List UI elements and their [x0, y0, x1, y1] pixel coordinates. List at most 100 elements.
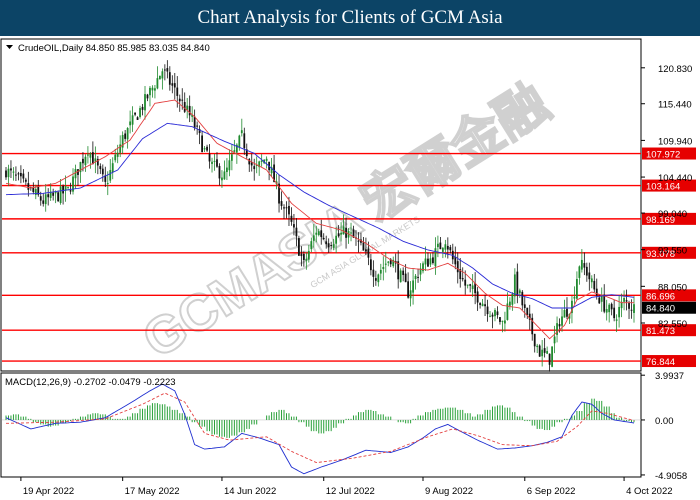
y-tick-label: 109.940: [658, 136, 692, 147]
candle-body: [5, 170, 7, 178]
candle-body: [129, 121, 132, 126]
candle-body: [389, 259, 392, 265]
candle-body: [501, 320, 504, 322]
candle-body: [290, 215, 293, 222]
current-price-tag: [642, 301, 696, 314]
candle-body: [563, 310, 566, 318]
y-tick-label: 104.440: [658, 173, 692, 184]
candle-body: [538, 345, 541, 357]
candle-body: [437, 243, 439, 248]
candle-body: [124, 133, 127, 139]
candle-body: [486, 306, 489, 315]
candle-body: [322, 237, 325, 239]
candle-body: [489, 315, 491, 317]
candle-body: [114, 154, 117, 161]
candle-body: [208, 153, 211, 162]
candle-body: [399, 270, 402, 283]
candle-body: [315, 232, 318, 235]
candle-body: [131, 115, 134, 125]
candle-body: [387, 261, 390, 263]
candle-body: [37, 186, 40, 195]
candle-body: [595, 288, 598, 296]
candle-body: [305, 258, 308, 261]
candle-body: [633, 304, 635, 313]
candle-body: [499, 317, 501, 322]
x-tick-label: 14 Jun 2022: [224, 486, 276, 497]
candle-body: [518, 290, 521, 294]
candle-body: [203, 148, 206, 150]
y-tick-label: 115.440: [658, 100, 692, 111]
candle-body: [325, 241, 328, 245]
candle-body: [466, 284, 469, 286]
candle-body: [141, 106, 144, 110]
candle-body: [260, 160, 263, 162]
candle-body: [536, 345, 539, 348]
candle-body: [300, 253, 303, 257]
candle-body: [491, 314, 494, 317]
candle-body: [481, 303, 484, 307]
candle-body: [144, 94, 146, 111]
candle-body: [551, 346, 553, 367]
candle-body: [573, 296, 576, 299]
candle-body: [280, 201, 283, 206]
candle-body: [352, 229, 355, 238]
candle-body: [183, 102, 186, 112]
candle-body: [62, 185, 64, 194]
candle-body: [285, 207, 288, 209]
candle-body: [121, 134, 124, 148]
candle-body: [548, 353, 551, 365]
candle-body: [32, 187, 35, 193]
candle-body: [126, 128, 129, 140]
candle-body: [79, 161, 82, 173]
candle-body: [531, 317, 534, 335]
candle-body: [91, 152, 94, 165]
candle-body: [449, 247, 452, 251]
candle-body: [72, 176, 74, 192]
symbol-dropdown-icon[interactable]: [6, 45, 13, 49]
level-tag: [642, 147, 696, 160]
price-panel: [0, 38, 642, 372]
candle-body: [342, 226, 345, 235]
candle-body: [444, 244, 447, 250]
candle-body: [365, 249, 367, 252]
candle-body: [603, 294, 606, 312]
level-tag: [642, 212, 696, 225]
chart-canvas: GCMASIA 宏爾金融 GCM ASIA GLOBAL MARKETS 107…: [0, 38, 696, 497]
candle-body: [67, 186, 69, 188]
candle-body: [553, 336, 556, 344]
x-tick-label: 9 Aug 2022: [425, 486, 473, 497]
candle-body: [273, 164, 275, 183]
y-tick-label: 82.550: [658, 319, 687, 330]
candle-body: [630, 309, 633, 311]
candle-body: [49, 191, 52, 198]
ma-slow-line: [5, 122, 635, 309]
candle-body: [288, 205, 290, 215]
candle-body: [580, 259, 583, 270]
candle-body: [149, 87, 151, 96]
candle-body: [424, 258, 427, 265]
candle-body: [377, 274, 380, 283]
candle-body: [566, 308, 568, 317]
level-tag: [642, 355, 696, 368]
candle-body: [494, 310, 496, 317]
candle-body: [504, 320, 506, 324]
candle-body: [623, 298, 625, 302]
candle-body: [94, 158, 97, 162]
candle-body: [620, 301, 623, 309]
candle-body: [59, 186, 62, 203]
candle-body: [295, 227, 298, 237]
candle-body: [171, 83, 174, 86]
candle-body: [57, 192, 60, 202]
candle-body: [278, 183, 280, 204]
candle-body: [44, 194, 47, 205]
chart-header: CrudeOIL,Daily 84.850 85.985 83.035 84.8…: [18, 43, 210, 54]
candle-body: [186, 105, 189, 110]
candle-body: [337, 233, 340, 237]
candle-body: [181, 99, 184, 101]
candle-body: [404, 273, 407, 283]
level-tag: [642, 246, 696, 259]
candle-body: [96, 158, 99, 166]
candle-body: [163, 69, 166, 71]
candle-body: [255, 164, 258, 166]
candle-body: [34, 189, 37, 196]
